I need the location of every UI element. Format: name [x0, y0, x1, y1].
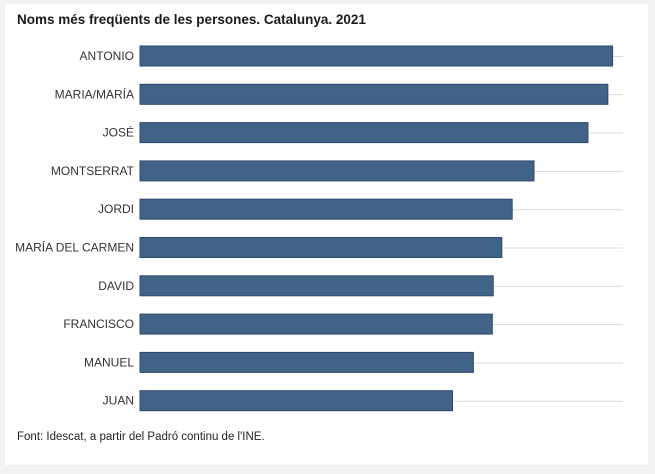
bars-layer [139, 45, 614, 412]
bar-mar-a-del-carmen[interactable] [139, 237, 503, 258]
category-label: DAVID [98, 279, 134, 293]
category-label: JOSÉ [103, 125, 134, 140]
bar-francisco[interactable] [139, 313, 493, 335]
category-label: JORDI [98, 202, 134, 216]
category-label: MARÍA DEL CARMEN [15, 240, 134, 255]
bar-manuel[interactable] [139, 351, 474, 373]
bar-maria-mar-a[interactable] [139, 83, 609, 105]
bar-montserrat[interactable] [139, 160, 535, 182]
bar-jos-[interactable] [139, 122, 589, 144]
bar-chart: ANTONIO MARIA/MARÍA JOSÉ MONTSERRAT JORDI MAR… [15, 45, 623, 412]
bar-jordi[interactable] [139, 198, 513, 220]
category-label: MARIA/MARÍA [55, 86, 134, 101]
category-labels: ANTONIO MARIA/MARÍA JOSÉ MONTSERRAT JORDI MAR… [15, 49, 135, 408]
bar-juan[interactable] [139, 390, 454, 412]
grid-layer [140, 56, 623, 402]
bar-david[interactable] [139, 275, 494, 297]
chart-title: Noms més freqüents de les persones. Cata… [17, 12, 366, 27]
category-label: FRANCISCO [63, 317, 134, 331]
chart-card: Noms més freqüents de les persones. Cata… [5, 4, 648, 465]
category-label: MANUEL [84, 355, 134, 369]
category-label: ANTONIO [80, 49, 134, 63]
category-label: MONTSERRAT [51, 164, 135, 178]
category-label: JUAN [103, 394, 134, 408]
bar-antonio[interactable] [139, 45, 614, 67]
chart-source: Font: Idescat, a partir del Padró contin… [17, 431, 265, 443]
